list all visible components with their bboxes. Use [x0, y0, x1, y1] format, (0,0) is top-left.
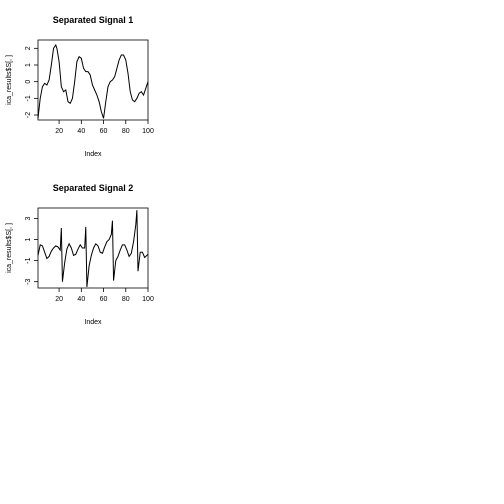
- chart-1-title: Separated Signal 1: [53, 15, 134, 25]
- chart-2-y-ticks: -3 -1 1 3: [25, 216, 38, 285]
- x-tick-label: 100: [142, 128, 154, 135]
- chart-1-y-label: ica_results$S[, ]: [6, 55, 13, 105]
- chart-2-x-label: Index: [84, 319, 102, 326]
- chart-1-x-ticks: 20 40 60 80 100: [55, 120, 154, 135]
- y-tick-label: -1: [25, 257, 32, 263]
- y-tick-label: 3: [25, 216, 32, 220]
- x-tick-label: 100: [142, 296, 154, 303]
- chart-2-series-line: [37, 210, 149, 288]
- y-tick-label: 0: [25, 80, 32, 84]
- x-tick-label: 40: [77, 128, 85, 135]
- x-tick-label: 80: [122, 296, 130, 303]
- y-tick-label: -1: [25, 95, 32, 101]
- x-tick-label: 80: [122, 128, 130, 135]
- x-tick-label: 20: [55, 296, 63, 303]
- y-tick-label: -3: [25, 278, 32, 284]
- y-tick-label: 1: [25, 238, 32, 242]
- chart-2-plot-box: [37, 207, 149, 289]
- y-tick-label: -2: [25, 112, 32, 118]
- chart-1-x-label: Index: [84, 151, 102, 158]
- x-tick-label: 60: [100, 296, 108, 303]
- chart-2-y-label: ica_results$S[, ]: [6, 223, 13, 273]
- chart-2-title: Separated Signal 2: [53, 183, 134, 193]
- x-tick-label: 40: [77, 296, 85, 303]
- chart-1-y-ticks: -2 -1 0 1 2: [25, 46, 38, 118]
- x-tick-label: 20: [55, 128, 63, 135]
- panel-1: Separated Signal 1 20 40 60 80 100 -2 -1 0 1 2 I…: [6, 15, 154, 158]
- chart-2-x-ticks: 20 40 60 80 100: [55, 288, 154, 303]
- x-tick-label: 60: [100, 128, 108, 135]
- panel-2: Separated Signal 2 20 40 60 80 100 -3 -1 1 3 In…: [6, 183, 154, 326]
- y-tick-label: 1: [25, 63, 32, 67]
- y-tick-label: 2: [25, 46, 32, 50]
- chart-1-series-line: [37, 43, 149, 119]
- chart-1-plot-box: [37, 39, 149, 121]
